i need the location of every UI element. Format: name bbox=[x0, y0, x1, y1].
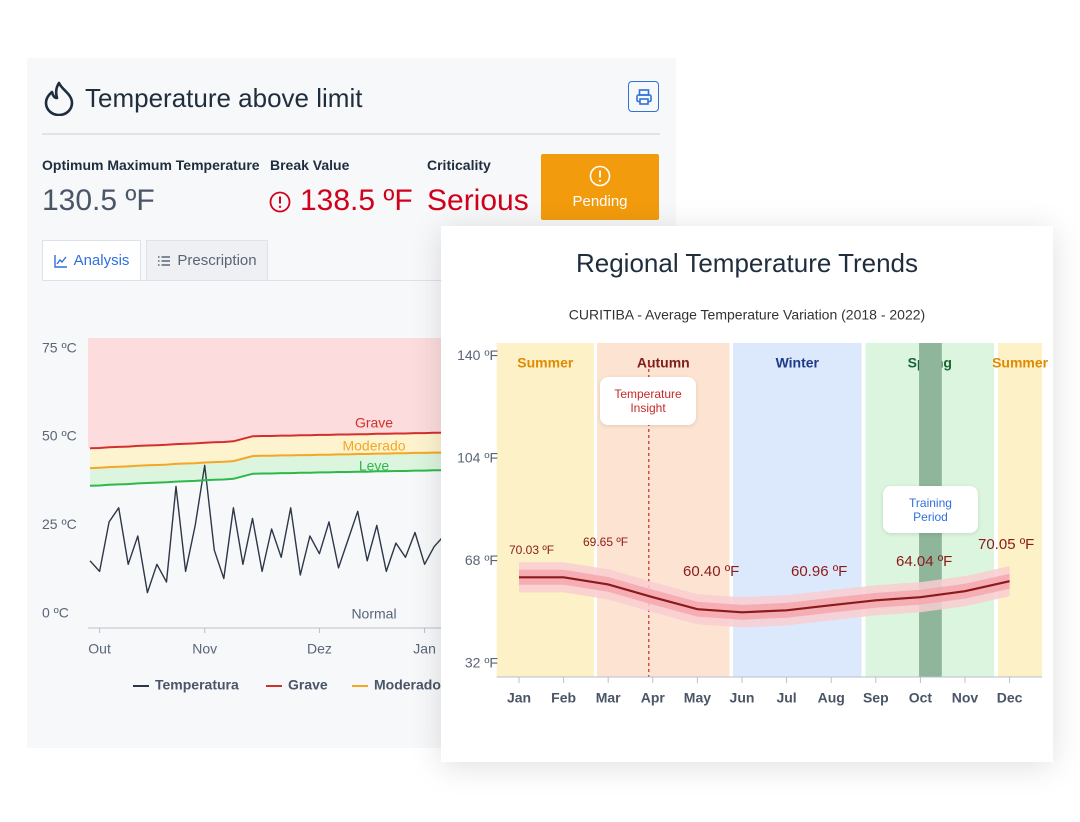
zone-label: Normal bbox=[351, 606, 396, 622]
x-tick-label: Jan bbox=[413, 641, 436, 657]
point-annotation: 69.65 ºF bbox=[583, 535, 628, 549]
trend-card: Regional Temperature Trends CURITIBA - A… bbox=[441, 226, 1053, 762]
zone-label: Leve bbox=[359, 458, 390, 474]
tab-icon bbox=[158, 255, 171, 266]
x-tick-label: Jul bbox=[776, 690, 796, 706]
y-tick-label: 32 ºF bbox=[465, 655, 498, 671]
series-line bbox=[519, 576, 1010, 614]
print-icon bbox=[635, 88, 652, 105]
tab-underline bbox=[42, 280, 660, 281]
x-tick-label: Jun bbox=[730, 690, 755, 706]
legend-label: Grave bbox=[288, 677, 328, 693]
trend-chart: Regional Temperature Trends CURITIBA - A… bbox=[457, 248, 1049, 706]
error-band bbox=[519, 562, 1010, 628]
field-value: Serious bbox=[427, 184, 529, 217]
x-tick-label: Out bbox=[88, 641, 111, 657]
x-tick-label: Mar bbox=[596, 690, 621, 706]
chart-subtitle: CURITIBA - Average Temperature Variation… bbox=[569, 307, 925, 323]
x-tick-label: Apr bbox=[641, 690, 666, 706]
point-annotation: 60.96 ºF bbox=[791, 563, 847, 580]
season-label: Summer bbox=[517, 355, 574, 371]
point-annotation: 60.40 ºF bbox=[683, 563, 739, 580]
error-band bbox=[519, 569, 1010, 620]
zone-label: Grave bbox=[355, 415, 393, 431]
y-tick-label: 140 ºF bbox=[457, 347, 498, 363]
divider bbox=[42, 133, 660, 135]
field-label: Optimum Maximum Temperature bbox=[42, 157, 260, 173]
panel-title: Temperature above limit bbox=[85, 83, 363, 113]
x-tick-label: Sep bbox=[863, 690, 889, 706]
x-tick-label: Jan bbox=[507, 690, 531, 706]
y-tick-label: 25 ºC bbox=[42, 516, 77, 532]
x-tick-label: Dez bbox=[307, 641, 332, 657]
x-tick-label: Nov bbox=[952, 690, 979, 706]
season-band bbox=[998, 343, 1043, 677]
field-value: 138.5 ºF bbox=[300, 184, 413, 217]
field-value: 130.5 ºF bbox=[42, 184, 155, 217]
flame-icon bbox=[44, 81, 74, 116]
x-tick-label: Dec bbox=[997, 690, 1023, 706]
point-annotation: 70.03 ºF bbox=[509, 543, 554, 557]
tab[interactable]: Prescription bbox=[146, 240, 268, 280]
marker-label: Training Period bbox=[883, 486, 978, 533]
point-annotation: 64.04 ºF bbox=[896, 553, 952, 570]
field-label: Criticality bbox=[427, 157, 491, 173]
y-tick-label: 75 ºC bbox=[42, 339, 77, 355]
status-button[interactable]: Pending bbox=[541, 154, 659, 220]
field-label: Break Value bbox=[270, 157, 350, 173]
y-tick-label: 104 ºF bbox=[457, 449, 498, 465]
tab-label: Prescription bbox=[177, 252, 257, 269]
tab[interactable]: Analysis bbox=[42, 240, 141, 280]
legend-label: Moderado bbox=[374, 677, 441, 693]
point-annotation: 70.05 ºF bbox=[978, 536, 1034, 553]
x-tick-label: Nov bbox=[192, 641, 217, 657]
tab-label: Analysis bbox=[73, 252, 130, 269]
zone-label: Moderado bbox=[342, 438, 405, 454]
y-tick-label: 50 ºC bbox=[42, 428, 77, 444]
x-tick-label: Feb bbox=[551, 690, 576, 706]
season-label: Autumn bbox=[637, 355, 690, 371]
y-tick-label: 68 ºF bbox=[465, 552, 498, 568]
x-tick-label: May bbox=[684, 690, 711, 706]
season-label: Winter bbox=[776, 355, 820, 371]
print-button[interactable] bbox=[628, 81, 659, 112]
season-label: Summer bbox=[992, 355, 1049, 371]
x-tick-label: Oct bbox=[909, 690, 933, 706]
marker-label: Temperature Insight bbox=[600, 377, 696, 425]
tab-icon bbox=[53, 254, 67, 268]
season-band bbox=[496, 343, 594, 677]
chart-title: Regional Temperature Trends bbox=[576, 248, 918, 278]
status-label: Pending bbox=[572, 192, 628, 210]
x-tick-label: Aug bbox=[818, 690, 845, 706]
legend-label: Temperatura bbox=[155, 677, 239, 693]
y-tick-label: 0 ºC bbox=[42, 605, 69, 621]
status-icon bbox=[589, 165, 611, 186]
alert-icon bbox=[269, 191, 291, 213]
